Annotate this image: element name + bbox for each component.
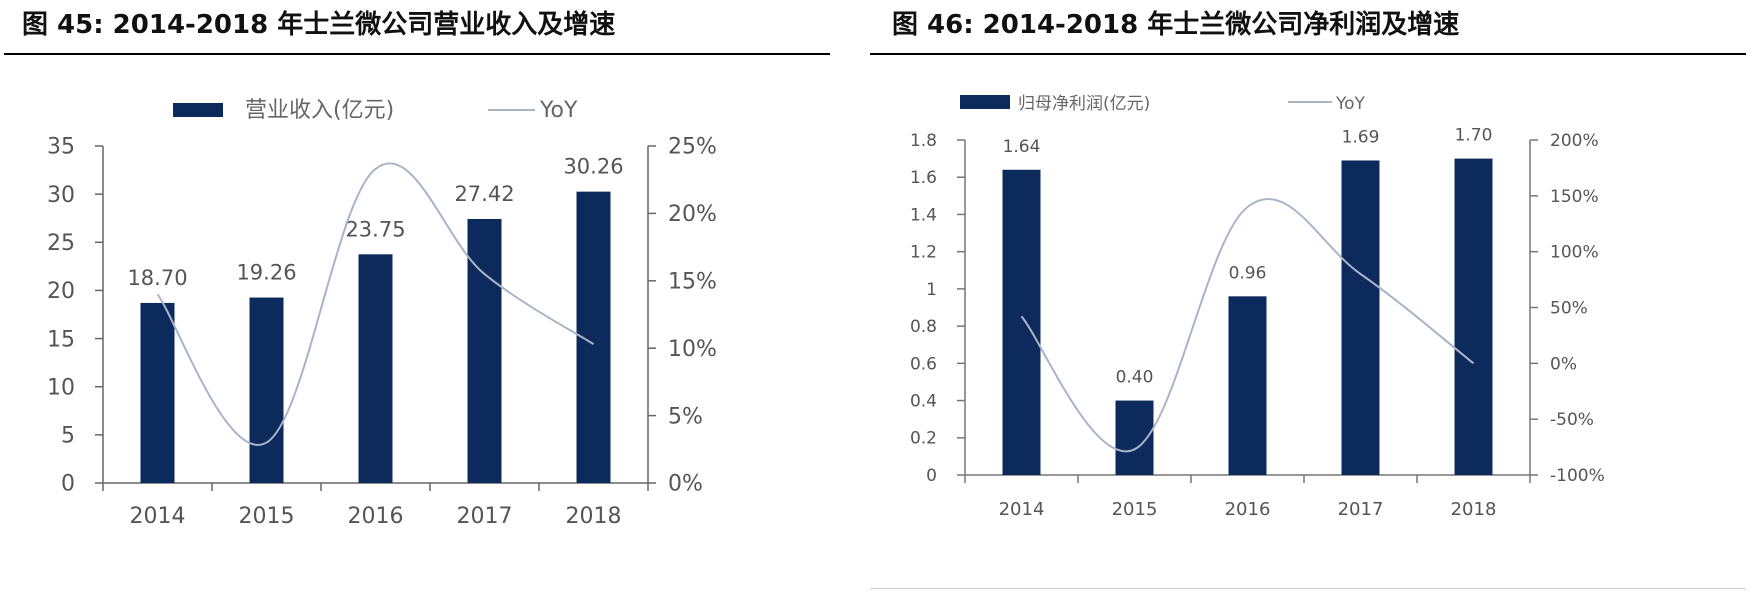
figure-45-title: 图 45: 2014-2018 年士兰微公司营业收入及增速 [22, 10, 616, 40]
x-tick-label: 2016 [348, 504, 404, 529]
yoy-line [1020, 198, 1475, 453]
x-tick-label: 2018 [1451, 499, 1497, 520]
bar [140, 302, 175, 483]
x-tick-label: 2017 [457, 504, 513, 529]
y-tick-label: 0 [61, 472, 75, 497]
bar [249, 297, 284, 483]
x-tick-label: 2014 [130, 504, 186, 529]
bar-value-label: 0.40 [1116, 368, 1154, 388]
figure-45-panel: 图 45: 2014-2018 年士兰微公司营业收入及增速 营业收入(亿元) Yo… [0, 0, 860, 604]
figure-46-title-rule [870, 53, 1746, 55]
y-tick-label: 1.6 [910, 168, 937, 188]
x-tick-label: 2017 [1338, 499, 1384, 520]
bar-value-label: 30.26 [563, 155, 623, 179]
x-tick-label: 2015 [239, 504, 295, 529]
bar-value-label: 23.75 [345, 217, 405, 241]
y-tick-label: 1.8 [910, 131, 937, 151]
y-tick-label: 1.2 [910, 243, 937, 263]
bar-value-label: 19.26 [236, 261, 296, 285]
bar [467, 218, 502, 484]
y2-tick-label: 0% [668, 472, 703, 497]
legend-bar-label: 营业收入(亿元) [245, 98, 394, 123]
revenue-chart: 营业收入(亿元) YoY 0 5 10 15 20 25 30 35 0% 5% 10% 15% 20% 25… [47, 98, 717, 529]
y-tick-label: 25 [47, 231, 75, 256]
figure-45-title-rule [4, 53, 830, 55]
y-tick-label: 0 [926, 466, 937, 486]
y-tick-label: 5 [61, 424, 75, 449]
y2-tick-label: 50% [1550, 298, 1588, 318]
y2-tick-label: 15% [668, 270, 717, 295]
bar-value-label: 18.70 [127, 266, 187, 290]
y2-tick-label: 20% [668, 202, 717, 227]
y-tick-label: 10 [47, 375, 75, 400]
y2-tick-label: 100% [1550, 243, 1599, 263]
y2-tick-label: 150% [1550, 187, 1599, 207]
y-tick-label: 30 [47, 183, 75, 208]
x-tick-label: 2018 [566, 504, 622, 529]
y-tick-label: 20 [47, 279, 75, 304]
y2-tick-label: 5% [668, 404, 703, 429]
figure-46-bottom-rule [870, 588, 1746, 589]
y-tick-label: 0.2 [910, 429, 937, 449]
legend-line-label: YoY [1335, 94, 1366, 114]
y2-tick-label: 25% [668, 135, 717, 160]
legend-line-label: YoY [539, 98, 578, 123]
bar-value-label: 1.64 [1003, 137, 1041, 157]
bar-value-label: 27.42 [454, 182, 514, 206]
legend-bar-swatch [173, 103, 223, 117]
y2-tick-label: -100% [1550, 466, 1605, 486]
bar [1454, 158, 1493, 475]
figure-46-panel: 图 46: 2014-2018 年士兰微公司净利润及增速 归母净利润(亿元) Yo… [870, 0, 1750, 604]
net-profit-chart: 归母净利润(亿元) YoY 0 0.2 0.4 0.6 0.8 1 1.2 1.4 1.6 1.8 -1… [910, 94, 1605, 520]
yoy-line [156, 162, 595, 446]
bar [1002, 169, 1041, 475]
x-tick-label: 2014 [999, 499, 1045, 520]
x-tick-label: 2016 [1225, 499, 1271, 520]
y2-tick-label: -50% [1550, 410, 1594, 430]
y2-tick-label: 200% [1550, 131, 1599, 151]
y-tick-label: 1 [926, 280, 937, 300]
bar-value-label: 1.70 [1455, 126, 1493, 146]
y-tick-label: 0.8 [910, 317, 937, 337]
bar [358, 254, 393, 483]
y2-tick-label: 0% [1550, 354, 1577, 374]
y-tick-label: 15 [47, 327, 75, 352]
figure-46-title: 图 46: 2014-2018 年士兰微公司净利润及增速 [892, 10, 1460, 40]
legend-bar-swatch [960, 95, 1010, 109]
y2-tick-label: 10% [668, 337, 717, 362]
y-tick-label: 0.4 [910, 392, 937, 412]
y-tick-label: 35 [47, 135, 75, 160]
bar [1228, 296, 1267, 475]
legend-bar-label: 归母净利润(亿元) [1018, 94, 1150, 114]
bar-value-label: 0.96 [1229, 263, 1267, 283]
y-tick-label: 1.4 [910, 205, 937, 225]
bar [1341, 160, 1380, 475]
x-tick-label: 2015 [1112, 499, 1158, 520]
y-tick-label: 0.6 [910, 354, 937, 374]
bar-value-label: 1.69 [1342, 127, 1380, 147]
